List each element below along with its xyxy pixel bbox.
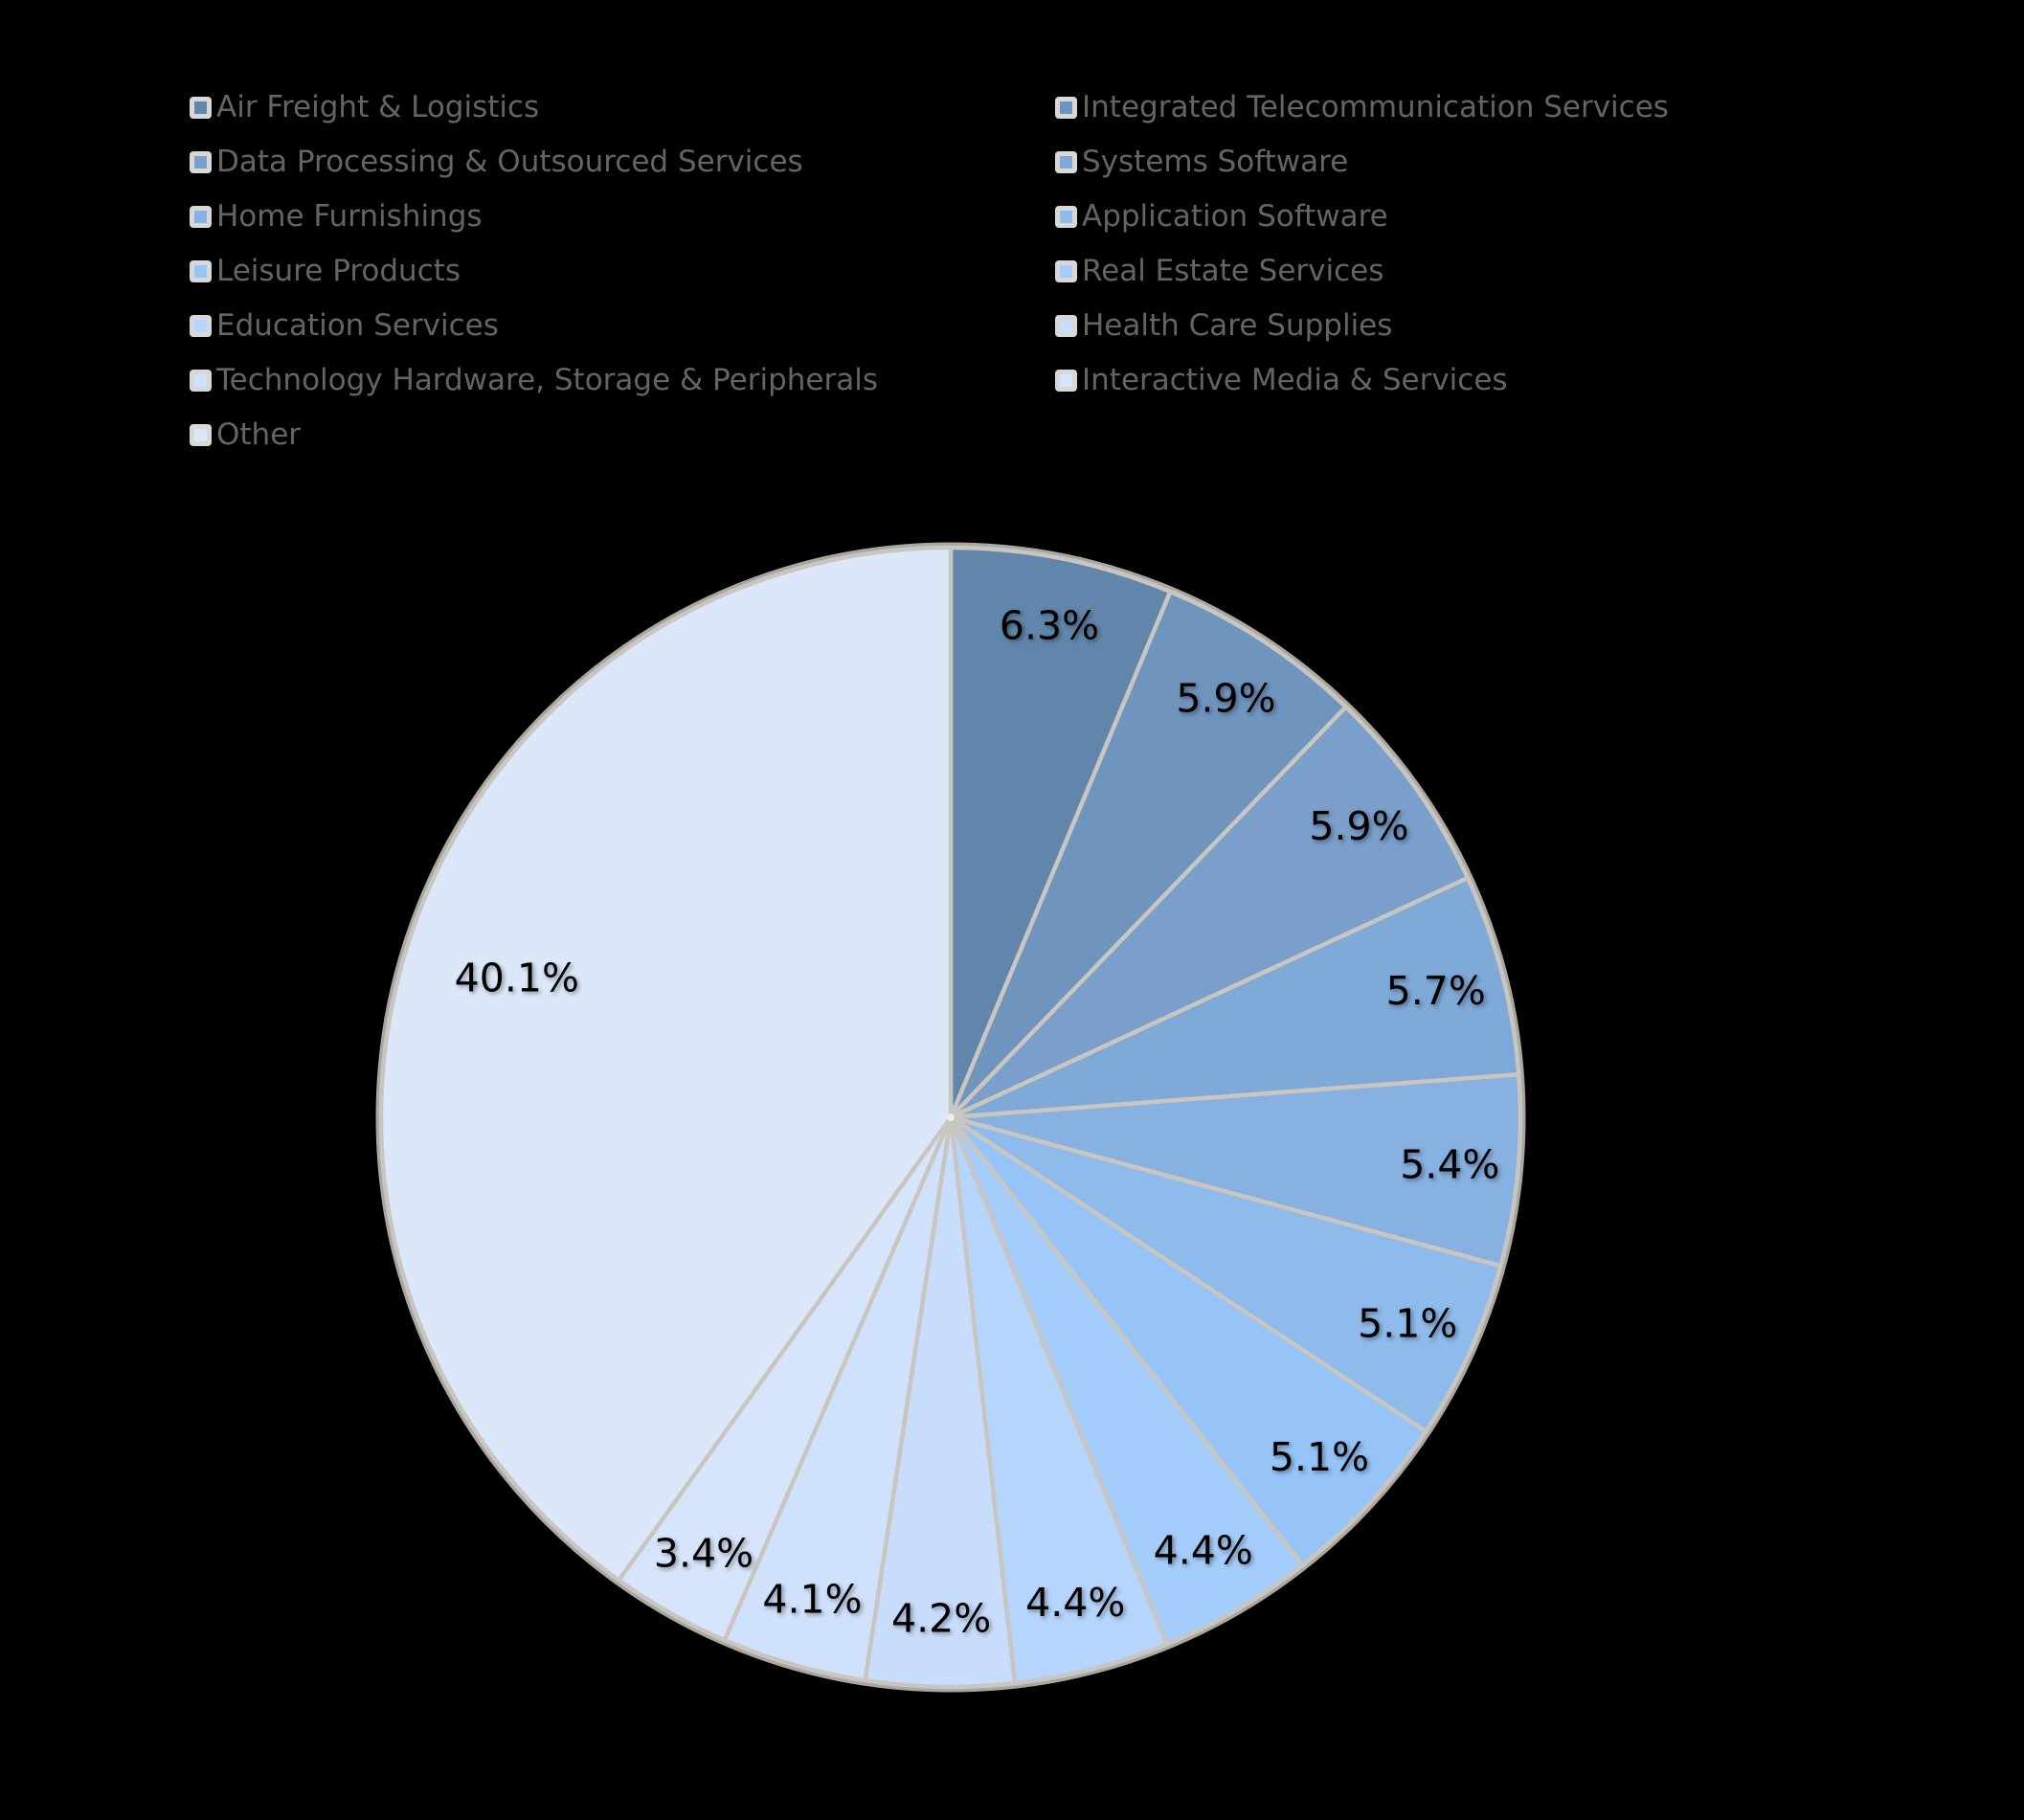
slice-value-label: 6.3% — [1000, 603, 1099, 649]
legend-label: Leisure Products — [216, 254, 461, 288]
legend-swatch — [1055, 260, 1077, 282]
slice-value-label: 5.1% — [1270, 1434, 1369, 1480]
legend-label: Air Freight & Logistics — [216, 90, 540, 124]
legend-label: Data Processing & Outsourced Services — [216, 145, 803, 179]
slice-value-label: 5.1% — [1358, 1301, 1457, 1347]
legend-label: Integrated Telecommunication Services — [1082, 90, 1669, 124]
legend-swatch — [190, 206, 212, 228]
legend-label: Other — [216, 417, 302, 452]
slice-value-label: 5.9% — [1176, 675, 1275, 721]
legend-item-other[interactable]: Other — [190, 408, 878, 462]
legend-label: Home Furnishings — [216, 199, 483, 234]
legend-item-systems-software[interactable]: Systems Software — [1055, 135, 1669, 190]
legend-swatch — [1055, 315, 1077, 337]
legend-item-integrated-telecommunication-services[interactable]: Integrated Telecommunication Services — [1055, 80, 1669, 135]
pie-slice-home-furnishings[interactable] — [948, 1071, 1523, 1269]
legend-item-real-estate-services[interactable]: Real Estate Services — [1055, 244, 1669, 299]
legend-item-home-furnishings[interactable]: Home Furnishings — [190, 190, 878, 244]
legend-item-education-services[interactable]: Education Services — [190, 299, 878, 353]
legend-item-data-processing-outsourced-services[interactable]: Data Processing & Outsourced Services — [190, 135, 878, 190]
legend-swatch — [190, 424, 212, 446]
legend-swatch — [190, 97, 212, 119]
legend-swatch — [1055, 151, 1077, 173]
legend-label: Real Estate Services — [1082, 254, 1384, 288]
legend-label: Education Services — [216, 308, 499, 343]
pie-slice-systems-software[interactable] — [948, 875, 1521, 1120]
legend-label: Health Care Supplies — [1082, 308, 1393, 343]
pie-slice-other[interactable] — [378, 545, 954, 1583]
legend-label: Systems Software — [1082, 145, 1349, 179]
pie-slice-data-processing-outsourced-services[interactable] — [948, 705, 1471, 1120]
legend-column-2: Integrated Telecommunication Services Sys… — [1055, 80, 1669, 408]
slice-value-label: 5.9% — [1309, 803, 1408, 849]
pie-slice-integrated-telecommunication-services[interactable] — [948, 589, 1348, 1120]
slice-value-label: 4.1% — [762, 1576, 862, 1622]
slice-value-label: 5.4% — [1400, 1141, 1499, 1187]
legend-swatch — [190, 370, 212, 392]
legend-item-health-care-supplies[interactable]: Health Care Supplies — [1055, 299, 1669, 353]
legend-label: Technology Hardware, Storage & Periphera… — [216, 363, 878, 397]
legend-item-air-freight-logistics[interactable]: Air Freight & Logistics — [190, 80, 878, 135]
legend-item-technology-hardware-storage-peripherals[interactable]: Technology Hardware, Storage & Periphera… — [190, 353, 878, 408]
legend-swatch — [190, 315, 212, 337]
legend-swatch — [190, 260, 212, 282]
legend-item-leisure-products[interactable]: Leisure Products — [190, 244, 878, 299]
legend-swatch — [1055, 97, 1077, 119]
pie-slice-application-software[interactable] — [948, 1114, 1503, 1434]
legend-label: Application Software — [1082, 199, 1388, 234]
pie-slice-education-services[interactable] — [948, 1114, 1170, 1686]
legend-swatch — [1055, 206, 1077, 228]
slice-value-label: 3.4% — [654, 1531, 753, 1577]
slice-value-label: 4.4% — [1154, 1527, 1253, 1573]
pie-slice-leisure-products[interactable] — [948, 1114, 1428, 1568]
legend-column-1: Air Freight & Logistics Data Processing &… — [190, 80, 878, 462]
slice-value-label: 4.4% — [1025, 1580, 1125, 1626]
pie-center-artifact — [947, 1113, 955, 1121]
legend-swatch — [1055, 370, 1077, 392]
legend-item-interactive-media-services[interactable]: Interactive Media & Services — [1055, 353, 1669, 408]
slice-value-label: 40.1% — [455, 955, 579, 1000]
legend-label: Interactive Media & Services — [1082, 363, 1508, 397]
slice-value-label: 4.2% — [891, 1596, 991, 1642]
legend-swatch — [190, 151, 212, 173]
legend-item-application-software[interactable]: Application Software — [1055, 190, 1669, 244]
pie-slice-air-freight-logistics[interactable] — [948, 545, 1173, 1120]
slice-value-label: 5.7% — [1386, 968, 1486, 1014]
pie-slice-real-estate-services[interactable] — [948, 1114, 1305, 1647]
